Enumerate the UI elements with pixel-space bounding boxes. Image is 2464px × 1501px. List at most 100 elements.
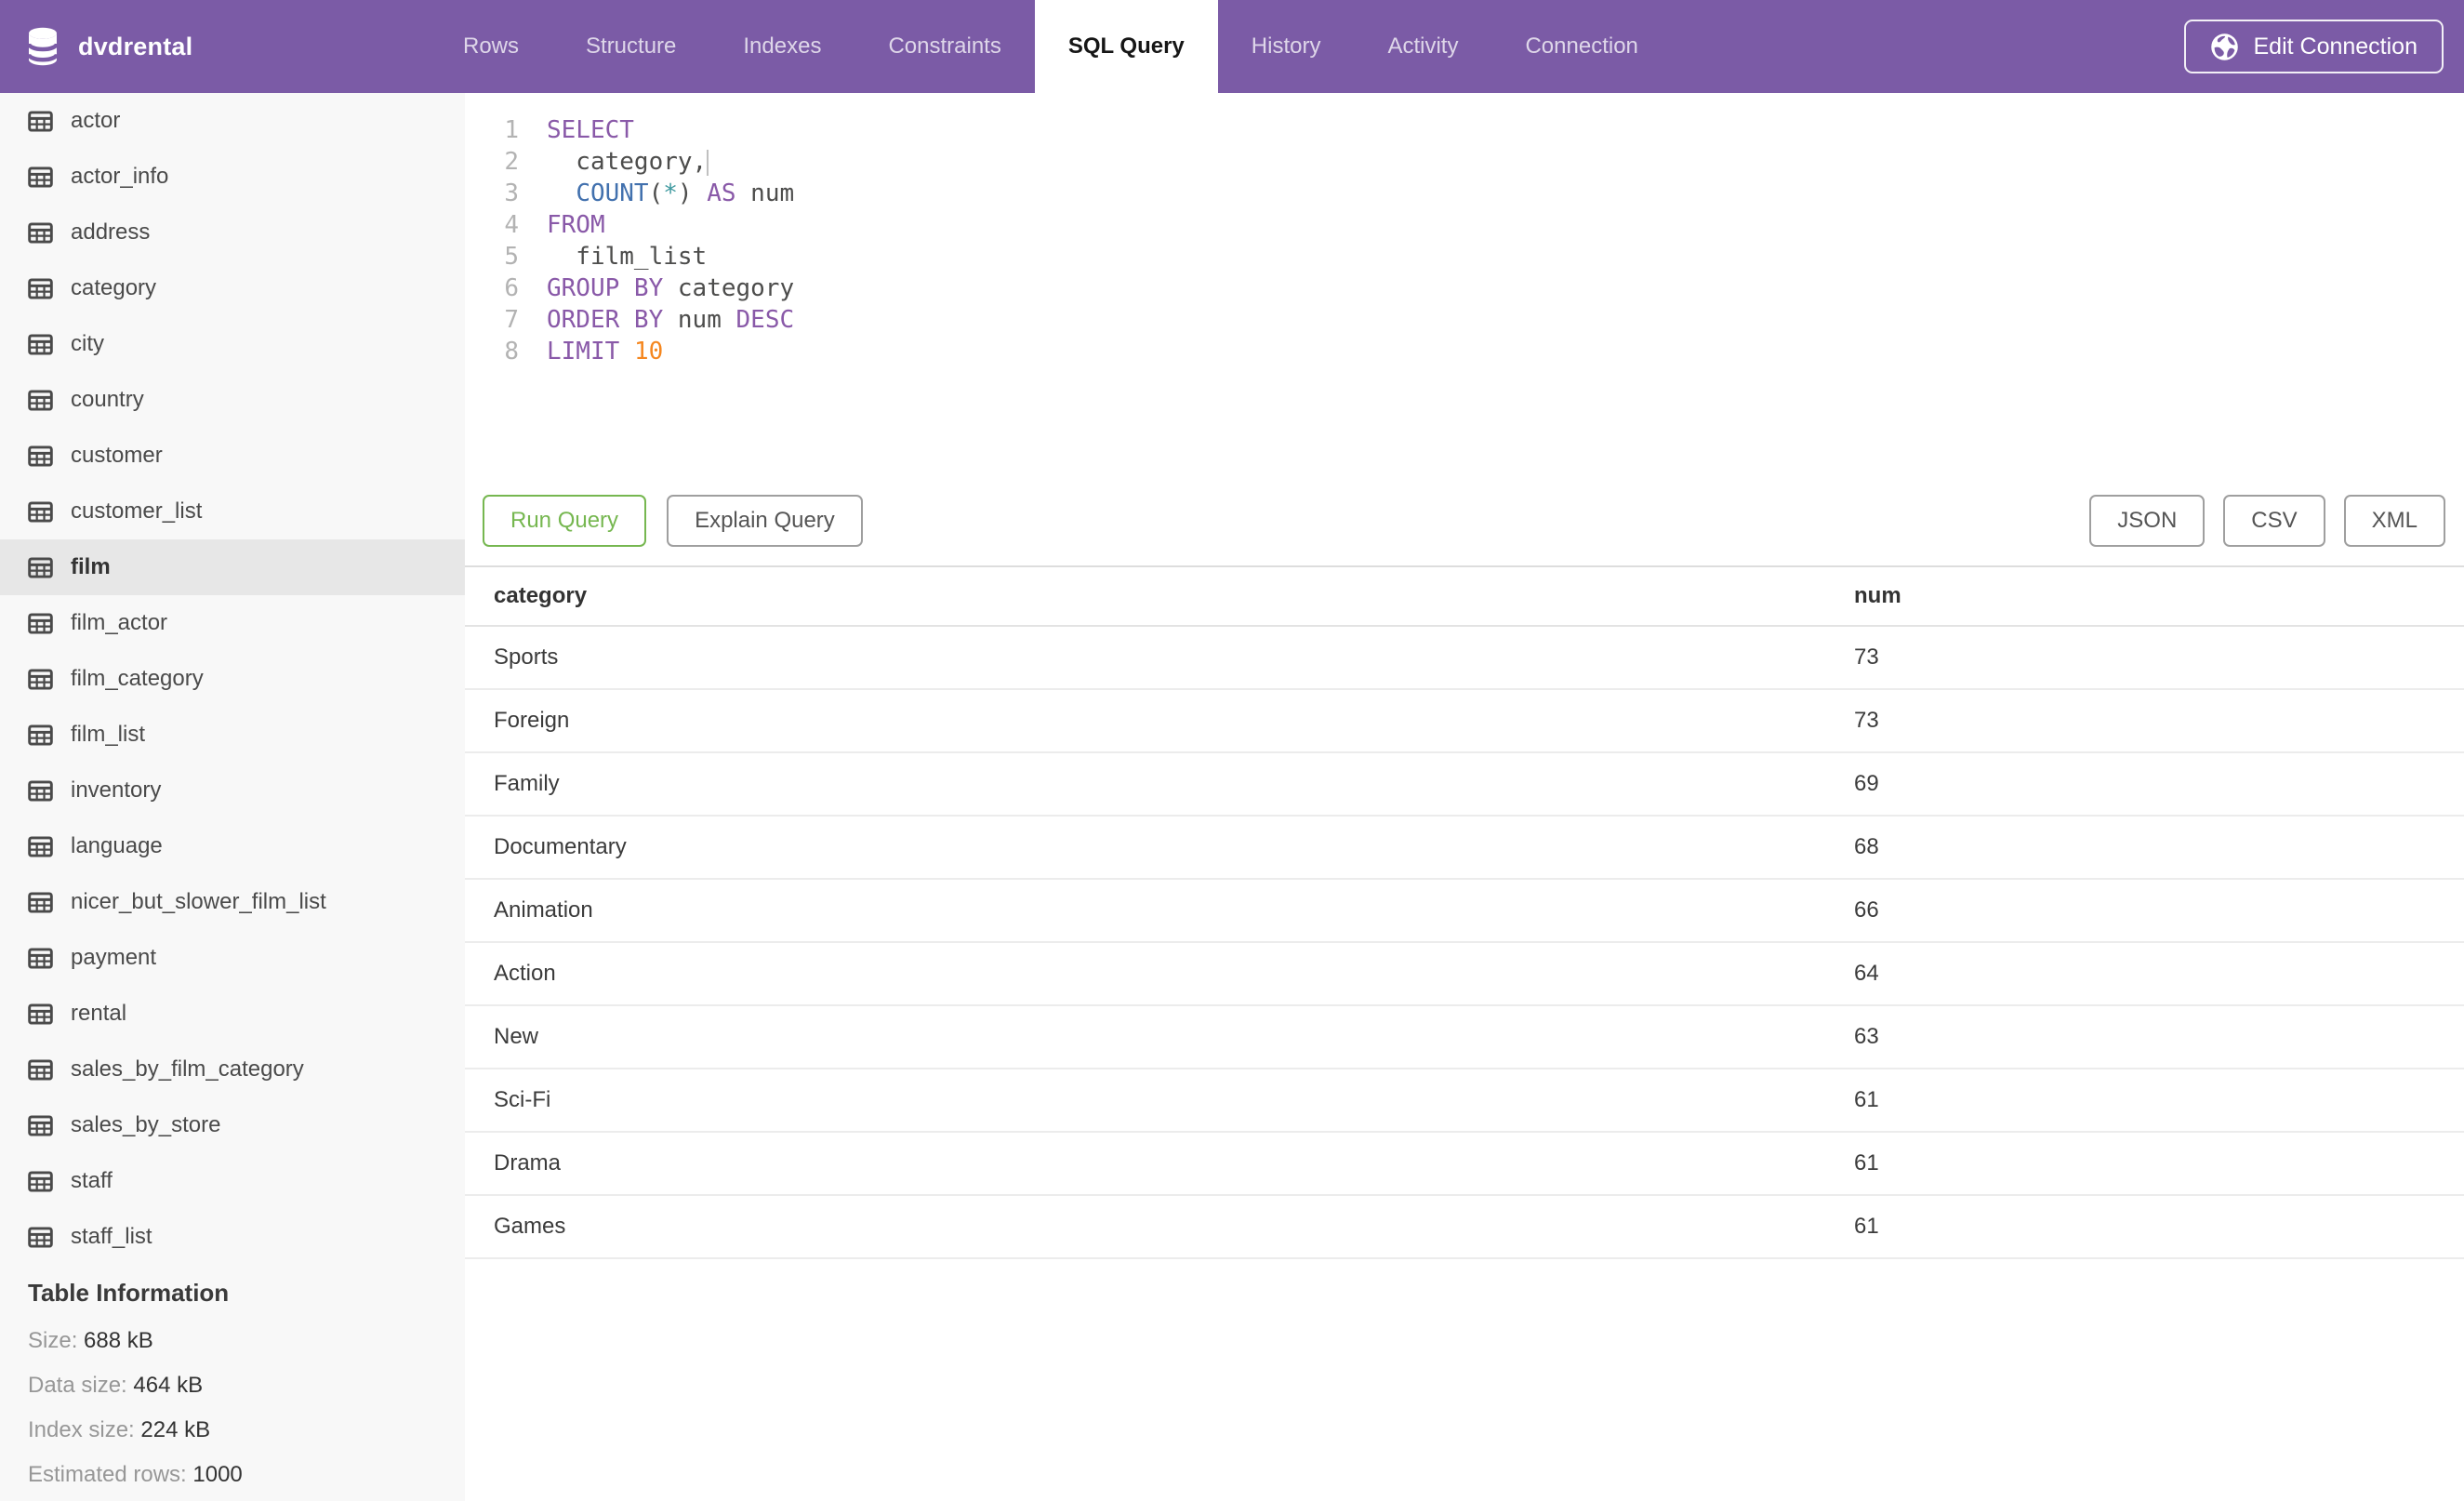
table-icon — [28, 779, 53, 802]
sidebar-item-actor-info[interactable]: actor_info — [0, 149, 465, 205]
result-row-new: New 63 — [465, 1006, 2464, 1069]
sidebar-item-sales-by-store[interactable]: sales_by_store — [0, 1097, 465, 1153]
table-icon — [28, 612, 53, 634]
tab-constraints[interactable]: Constraints — [888, 33, 1001, 59]
export-json-button[interactable]: JSON — [2089, 495, 2206, 547]
sidebar-item-label: staff_list — [71, 1224, 152, 1249]
code-line-1: 1 SELECT — [465, 114, 2464, 146]
database-icon — [26, 26, 60, 67]
table-icon — [28, 556, 53, 578]
token-kw: LIMIT — [547, 338, 620, 365]
cell-num: 69 — [1854, 771, 1879, 796]
table-icon — [28, 500, 53, 523]
sidebar-item-customer[interactable]: customer — [0, 428, 465, 484]
sidebar-item-label: sales_by_store — [71, 1112, 221, 1137]
table-icon — [28, 835, 53, 857]
table-info-value: 464 kB — [133, 1373, 204, 1398]
tab-rows[interactable]: Rows — [463, 33, 520, 59]
result-row-documentary: Documentary 68 — [465, 817, 2464, 880]
sidebar-item-label: country — [71, 387, 144, 412]
sidebar-item-staff-list[interactable]: staff_list — [0, 1209, 465, 1265]
sidebar: actor actor_info address category city c… — [0, 93, 465, 1501]
token-kw: FROM — [547, 211, 605, 239]
sidebar-item-address[interactable]: address — [0, 205, 465, 260]
table-icon — [28, 445, 53, 467]
export-xml-button[interactable]: XML — [2343, 495, 2445, 547]
sidebar-item-label: sales_by_film_category — [71, 1056, 304, 1082]
token-kw: DESC — [735, 306, 795, 334]
sidebar-item-film[interactable]: film — [0, 539, 465, 595]
sidebar-item-language[interactable]: language — [0, 818, 465, 874]
sidebar-item-staff[interactable]: staff — [0, 1153, 465, 1209]
brand: dvdrental — [0, 0, 430, 93]
tab-activity[interactable]: Activity — [1387, 33, 1459, 59]
cell-num: 73 — [1854, 644, 1879, 670]
line-number: 5 — [504, 243, 519, 271]
sidebar-item-sales-by-film-category[interactable]: sales_by_film_category — [0, 1042, 465, 1097]
cell-category: Action — [494, 961, 556, 986]
sidebar-item-inventory[interactable]: inventory — [0, 763, 465, 818]
sidebar-item-label: film_list — [71, 722, 146, 747]
sidebar-item-label: film_actor — [71, 610, 168, 635]
run-query-button[interactable]: Run Query — [483, 495, 647, 547]
cell-category: Sports — [494, 644, 559, 670]
cell-category: Documentary — [494, 834, 627, 859]
cell-num: 61 — [1854, 1087, 1879, 1112]
explain-query-button[interactable]: Explain Query — [667, 495, 863, 547]
sidebar-item-actor[interactable]: actor — [0, 93, 465, 149]
query-results-table: category num Sports 73 Foreign 73 Family 69 Doc… — [465, 565, 2464, 1259]
code-line-5: 5 film_list — [465, 241, 2464, 272]
sidebar-item-label: inventory — [71, 777, 162, 803]
sidebar-item-customer-list[interactable]: customer_list — [0, 484, 465, 539]
line-number: 7 — [504, 306, 519, 334]
code-line-3: 3 COUNT(*) AS num — [465, 178, 2464, 209]
table-icon — [28, 333, 53, 355]
table-icon — [28, 389, 53, 411]
sidebar-item-country[interactable]: country — [0, 372, 465, 428]
result-row-foreign: Foreign 73 — [465, 690, 2464, 753]
cell-num: 66 — [1854, 897, 1879, 923]
sidebar-item-city[interactable]: city — [0, 316, 465, 372]
sidebar-item-label: staff — [71, 1168, 113, 1193]
tab-sql-query[interactable]: SQL Query — [1034, 0, 1218, 93]
sidebar-item-label: address — [71, 219, 151, 245]
sidebar-item-label: actor_info — [71, 164, 169, 189]
sidebar-item-nicer-but-slower-film-list[interactable]: nicer_but_slower_film_list — [0, 874, 465, 930]
tab-structure[interactable]: Structure — [586, 33, 677, 59]
export-csv-button[interactable]: CSV — [2223, 495, 2325, 547]
tab-connection[interactable]: Connection — [1525, 33, 1638, 59]
sidebar-item-label: nicer_but_slower_film_list — [71, 889, 326, 914]
sql-editor[interactable]: 1 SELECT 2 category, 3 COUNT(*) AS num 4 FROM… — [465, 93, 2464, 367]
cell-num: 68 — [1854, 834, 1879, 859]
sidebar-item-film-actor[interactable]: film_actor — [0, 595, 465, 651]
result-row-sci-fi: Sci-Fi 61 — [465, 1069, 2464, 1133]
code-line-7: 7 ORDER BY num DESC — [465, 304, 2464, 336]
database-name: dvdrental — [78, 32, 193, 60]
token-kw: ORDER BY — [547, 306, 664, 334]
edit-connection-button[interactable]: Edit Connection — [2184, 20, 2444, 73]
sidebar-item-payment[interactable]: payment — [0, 930, 465, 986]
table-info-index-size: Index size: 224 kB — [28, 1419, 437, 1441]
cell-category: Family — [494, 771, 560, 796]
tab-history[interactable]: History — [1251, 33, 1321, 59]
table-info-size: Size: 688 kB — [28, 1330, 437, 1352]
sidebar-item-film-category[interactable]: film_category — [0, 651, 465, 707]
token-kw: SELECT — [547, 116, 634, 144]
main-content: 1 SELECT 2 category, 3 COUNT(*) AS num 4 FROM… — [465, 93, 2464, 1501]
token-kw: GROUP BY — [547, 274, 664, 302]
cell-num: 64 — [1854, 961, 1879, 986]
cell-num: 61 — [1854, 1214, 1879, 1239]
result-row-animation: Animation 66 — [465, 880, 2464, 943]
table-info-value: 224 kB — [140, 1417, 211, 1442]
tab-indexes[interactable]: Indexes — [743, 33, 822, 59]
sidebar-item-rental[interactable]: rental — [0, 986, 465, 1042]
edit-connection-label: Edit Connection — [2253, 33, 2418, 60]
line-number: 8 — [504, 338, 519, 365]
sidebar-item-label: city — [71, 331, 104, 356]
globe-icon — [2210, 33, 2239, 61]
sidebar-item-category[interactable]: category — [0, 260, 465, 316]
table-icon — [28, 1114, 53, 1136]
code-line-6: 6 GROUP BY category — [465, 272, 2464, 304]
sidebar-item-film-list[interactable]: film_list — [0, 707, 465, 763]
column-header-category: category — [494, 583, 588, 608]
